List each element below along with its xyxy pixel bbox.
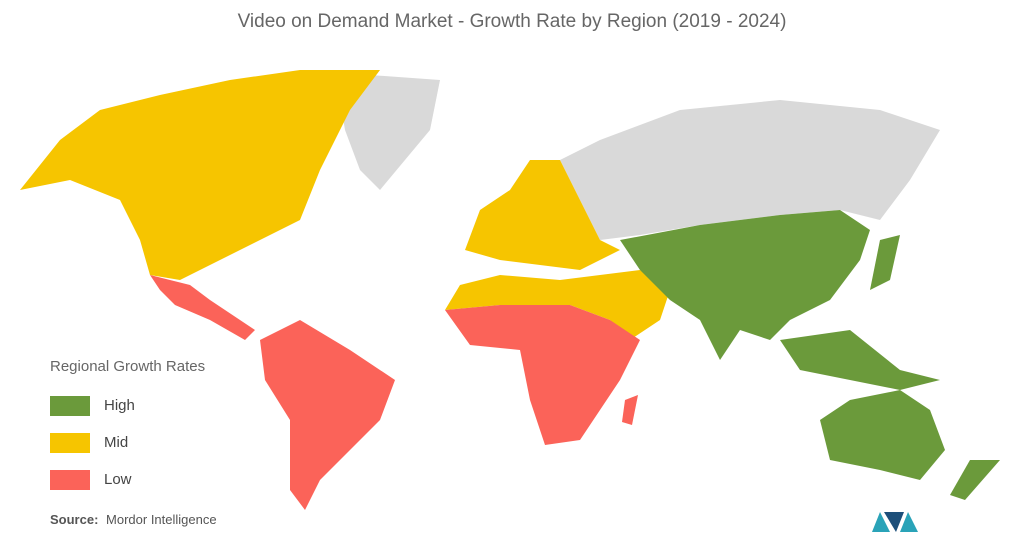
map xyxy=(20,70,1000,510)
logo xyxy=(872,512,918,532)
africa xyxy=(445,305,640,445)
legend-swatch xyxy=(50,470,90,490)
japan xyxy=(870,235,900,290)
greenland xyxy=(340,75,440,190)
russia xyxy=(560,100,940,240)
europe xyxy=(465,160,620,270)
southeast-asia xyxy=(780,330,940,390)
source-text: Mordor Intelligence xyxy=(106,512,217,527)
legend: Regional Growth Rates High Mid Low xyxy=(50,358,205,490)
legend-title: Regional Growth Rates xyxy=(50,358,205,375)
legend-swatch xyxy=(50,396,90,416)
central-america xyxy=(150,275,255,340)
legend-swatch xyxy=(50,433,90,453)
asia xyxy=(620,210,870,360)
title: Video on Demand Market - Growth Rate by … xyxy=(238,11,787,32)
australia xyxy=(820,390,945,480)
new-zealand xyxy=(950,460,1000,500)
legend-items: High Mid Low xyxy=(50,396,135,490)
legend-label: Low xyxy=(104,471,132,488)
source: Source: Mordor Intelligence xyxy=(50,512,217,527)
north-america xyxy=(20,70,380,280)
legend-label: High xyxy=(104,397,135,414)
madagascar xyxy=(622,395,638,425)
south-america xyxy=(260,320,395,510)
legend-label: Mid xyxy=(104,434,128,451)
source-label: Source: xyxy=(50,512,98,527)
